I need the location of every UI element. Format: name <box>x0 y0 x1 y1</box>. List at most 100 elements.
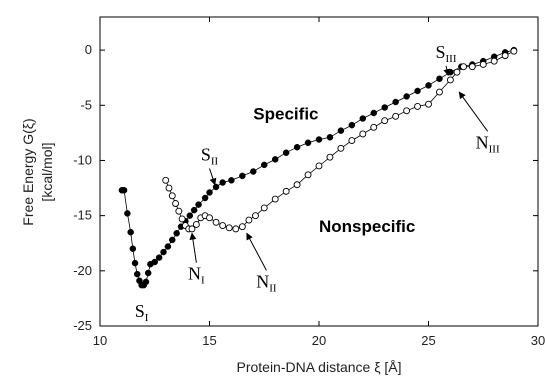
nonspecific-point <box>491 58 497 64</box>
x-tick-label: 15 <box>202 333 216 348</box>
specific-point <box>143 279 149 285</box>
specific-point <box>130 246 136 252</box>
specific-point <box>272 156 278 162</box>
annotation-sii-label: SII <box>201 144 219 167</box>
nonspecific-point <box>436 89 442 95</box>
specific-point <box>426 82 432 88</box>
nonspecific-point <box>173 201 179 207</box>
nonspecific-point <box>261 205 267 211</box>
nonspecific-point <box>179 216 185 222</box>
nonspecific-connector-line <box>166 51 514 229</box>
nonspecific-point <box>338 145 344 151</box>
specific-point <box>327 134 333 140</box>
nonspecific-point <box>426 101 432 107</box>
nonspecific-point <box>272 196 278 202</box>
specific-point <box>165 244 171 250</box>
specific-point <box>187 213 193 219</box>
annotation-sii-arrow <box>210 168 215 184</box>
nonspecific-point <box>283 188 289 194</box>
specific-point <box>338 128 344 134</box>
specific-point <box>191 207 197 213</box>
specific-point <box>228 177 234 183</box>
annotation-si: SI <box>135 301 149 324</box>
nonspecific-point <box>176 208 182 214</box>
nonspecific-point <box>166 185 172 191</box>
specific-point <box>145 270 151 276</box>
nonspecific-point <box>252 213 258 219</box>
specific-point <box>283 150 289 156</box>
annotation-ni-label: NI <box>188 264 205 287</box>
y-tick-label: -5 <box>80 97 92 112</box>
specific-point <box>169 237 175 243</box>
nonspecific-point <box>447 77 453 83</box>
specific-point <box>294 144 300 150</box>
specific-point <box>213 184 219 190</box>
nonspecific-point <box>461 64 467 70</box>
annotation-si-label: SI <box>135 301 149 324</box>
specific-point <box>202 195 208 201</box>
y-tick-label: 0 <box>85 42 92 57</box>
annotation-niii-arrow <box>459 92 487 131</box>
specific-point <box>239 173 245 179</box>
specific-point <box>393 99 399 105</box>
y-tick-label: -20 <box>73 263 92 278</box>
x-axis-title: Protein-DNA distance ξ [Å] <box>236 359 401 375</box>
nonspecific-point <box>511 48 517 54</box>
nonspecific-point <box>502 53 508 59</box>
nonspecific-point <box>349 138 355 144</box>
nonspecific-point <box>305 172 311 178</box>
y-tick-label: -15 <box>73 208 92 223</box>
specific-point <box>382 104 388 110</box>
annotation-nii-arrow <box>247 233 267 270</box>
y-axis: 0 -5 -10 -15 -20 -25 <box>73 42 538 333</box>
nonspecific-series <box>163 48 517 232</box>
specific-point <box>161 249 167 255</box>
nonspecific-point <box>393 113 399 119</box>
nonspecific-point <box>169 193 175 199</box>
specific-point <box>404 93 410 99</box>
x-tick-label: 10 <box>93 333 107 348</box>
annotation-layer: SI SII SIII NI NII NIII <box>135 42 500 324</box>
x-tick-label: 25 <box>421 333 435 348</box>
specific-point <box>156 255 162 261</box>
y-tick-label: -25 <box>73 318 92 333</box>
specific-point <box>128 229 134 235</box>
annotation-ni: NI <box>188 233 205 286</box>
x-tick-label: 30 <box>531 333 545 348</box>
nonspecific-point <box>404 108 410 114</box>
nonspecific-point <box>454 69 460 75</box>
nonspecific-point <box>233 226 239 232</box>
nonspecific-point <box>415 103 421 109</box>
annotation-sii: SII <box>201 144 219 184</box>
y-axis-title-line2: [kcal/mol] <box>39 142 55 201</box>
specific-point <box>360 116 366 122</box>
specific-point <box>305 140 311 146</box>
nonspecific-point <box>382 118 388 124</box>
nonspecific-series-label: Nonspecific <box>319 217 415 236</box>
specific-point <box>121 187 127 193</box>
nonspecific-point <box>327 154 333 160</box>
specific-series-label: Specific <box>253 105 318 124</box>
nonspecific-point <box>207 215 213 221</box>
specific-point <box>220 180 226 186</box>
specific-point <box>174 230 180 236</box>
annotation-niii: NIII <box>459 92 500 155</box>
annotation-ni-arrow <box>192 233 196 262</box>
nonspecific-point <box>316 163 322 169</box>
nonspecific-point <box>360 131 366 137</box>
specific-point <box>250 169 256 175</box>
nonspecific-point <box>239 224 245 230</box>
y-tick-label: -10 <box>73 152 92 167</box>
nonspecific-point <box>294 182 300 188</box>
nonspecific-point <box>226 225 232 231</box>
specific-point <box>415 88 421 94</box>
nonspecific-point <box>193 221 199 227</box>
annotation-nii: NII <box>247 233 277 294</box>
nonspecific-point <box>469 64 475 70</box>
x-axis: 10 15 20 25 30 <box>93 17 545 348</box>
nonspecific-point <box>163 177 169 183</box>
specific-point <box>207 189 213 195</box>
specific-point <box>436 76 442 82</box>
series-layer <box>119 47 517 288</box>
